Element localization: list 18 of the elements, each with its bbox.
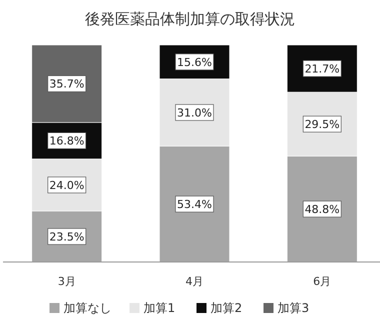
data-label: 24.0% bbox=[49, 178, 84, 192]
data-label: 21.7% bbox=[304, 62, 340, 76]
legend-label: 加算2 bbox=[210, 301, 242, 315]
legend-label: 加算1 bbox=[144, 301, 176, 315]
data-label: 16.8% bbox=[49, 134, 84, 148]
data-label: 31.0% bbox=[177, 106, 212, 120]
x-tick-label: 4月 bbox=[186, 275, 204, 288]
data-label: 15.6% bbox=[177, 56, 212, 69]
x-tick-label: 6月 bbox=[313, 275, 332, 288]
data-label: 53.4% bbox=[177, 198, 212, 212]
data-label: 48.8% bbox=[304, 203, 340, 216]
data-label: 35.7% bbox=[49, 78, 84, 91]
legend-label: 加算3 bbox=[278, 301, 310, 315]
legend-label: 加算なし bbox=[64, 301, 112, 315]
x-tick-label: 3月 bbox=[58, 275, 76, 288]
chart-title: 後発医薬品体制加算の取得状況 bbox=[85, 10, 295, 28]
data-label: 23.5% bbox=[49, 230, 84, 244]
data-label: 29.5% bbox=[304, 118, 340, 132]
